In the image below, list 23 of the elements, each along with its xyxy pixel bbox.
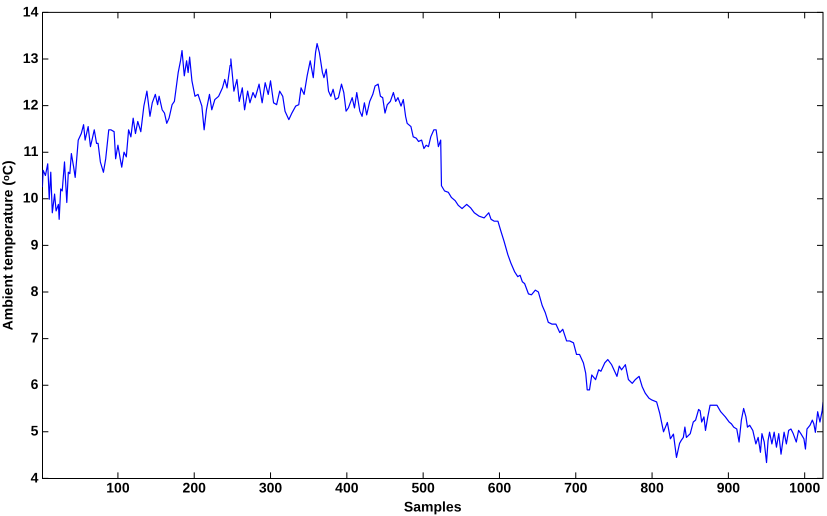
y-tick-label: 13 xyxy=(22,50,39,66)
y-tick-label: 5 xyxy=(30,422,39,439)
y-tick-label: 7 xyxy=(30,329,39,346)
x-tick-label: 300 xyxy=(258,480,282,496)
x-tick-label: 500 xyxy=(411,480,436,496)
y-tick-label: 4 xyxy=(30,469,39,486)
y-tick-label: 9 xyxy=(30,236,39,252)
x-tick-label: 900 xyxy=(716,480,740,496)
x-tick-label: 200 xyxy=(182,480,206,496)
x-tick-label: 600 xyxy=(488,480,512,496)
x-tick-label: 800 xyxy=(640,480,664,496)
y-tick-label: 11 xyxy=(24,143,39,160)
x-tick-label: 700 xyxy=(564,480,588,496)
x-tick-label: 1000 xyxy=(789,480,820,496)
y-tick-label: 12 xyxy=(22,96,39,112)
y-tick-label: 6 xyxy=(30,376,39,392)
x-tick-label: 100 xyxy=(106,480,130,496)
y-axis-title: Ambient temperature (ᵒC) xyxy=(0,160,16,330)
y-tick-label: 10 xyxy=(22,190,39,206)
x-axis-title: Samples xyxy=(404,498,462,514)
x-tick-label: 400 xyxy=(335,480,359,496)
y-tick-label: 8 xyxy=(30,282,39,299)
y-tick-label: 14 xyxy=(22,3,39,20)
